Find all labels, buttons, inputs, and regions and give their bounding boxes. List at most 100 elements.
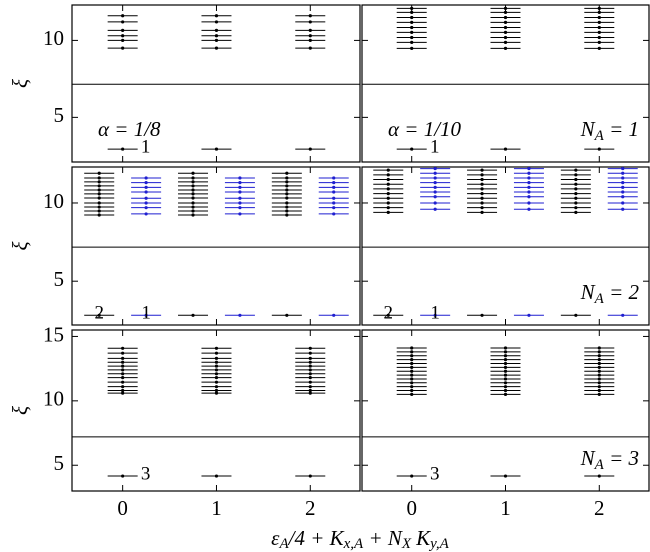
degeneracy-label: 1	[430, 136, 440, 157]
x-axis-label: εA/4 + Kx,A + NX Ky,A	[271, 526, 450, 552]
level-dot	[503, 381, 508, 385]
level-dot	[121, 360, 125, 364]
level-dot	[527, 201, 531, 205]
y-axis-label: ξ	[8, 406, 32, 415]
level-dot	[480, 182, 484, 186]
x-tick-label: 0	[406, 496, 417, 520]
level-dot	[386, 187, 390, 191]
level-dot	[238, 196, 242, 200]
level-dot	[386, 191, 390, 196]
level-dot	[121, 385, 125, 389]
level-dot	[527, 185, 531, 189]
level-dot	[410, 354, 414, 358]
degeneracy-label: 1	[141, 303, 151, 324]
level-dot	[597, 6, 601, 10]
level-dot	[308, 364, 312, 368]
level-dot	[410, 25, 414, 30]
level-dot	[386, 177, 390, 182]
level-dot	[308, 20, 312, 24]
level-dot	[386, 173, 390, 177]
level-dot	[308, 368, 312, 372]
level-dot	[214, 388, 219, 393]
level-dot	[527, 313, 531, 317]
level-dot	[503, 40, 508, 45]
y-axis-label: ξ	[8, 79, 32, 88]
level-dot	[386, 201, 390, 205]
level-dot	[597, 388, 601, 393]
level-dot	[308, 474, 312, 478]
level-dot	[410, 30, 414, 34]
level-dot	[308, 46, 312, 50]
level-dot	[97, 196, 101, 200]
level-dot	[410, 377, 414, 381]
level-dot	[332, 190, 336, 194]
level-dot	[410, 46, 414, 51]
level-dot	[527, 171, 531, 175]
level-dot	[332, 185, 336, 189]
level-dot	[433, 176, 437, 180]
na-label: NA = 2	[580, 280, 640, 308]
level-dot	[285, 188, 289, 192]
level-dot	[121, 368, 125, 372]
level-dot	[503, 15, 508, 20]
level-dot	[285, 176, 289, 180]
level-dot	[144, 206, 148, 210]
level-dot	[621, 190, 625, 194]
level-dot	[285, 184, 289, 188]
na-base: N	[580, 446, 596, 470]
level-dot	[503, 369, 508, 373]
level-dot	[410, 388, 414, 393]
level-dot	[480, 177, 484, 182]
level-dot	[214, 364, 219, 368]
level-dot	[144, 181, 148, 185]
level-dot	[121, 364, 125, 368]
level-dot	[527, 195, 531, 199]
level-dot	[597, 25, 601, 30]
level-dot	[214, 391, 219, 395]
level-dot	[574, 196, 578, 200]
level-dot	[433, 190, 437, 194]
level-dot	[332, 176, 336, 180]
level-dot	[144, 313, 148, 317]
level-dot	[308, 28, 312, 32]
level-dot	[214, 351, 219, 355]
level-dot	[121, 34, 125, 38]
level-dot	[410, 385, 414, 389]
level-dot	[597, 361, 601, 366]
level-dot	[621, 176, 625, 180]
level-dot	[480, 187, 484, 191]
level-dot	[597, 346, 601, 350]
y-axis-label: ξ	[8, 242, 32, 251]
level-dot	[308, 147, 312, 151]
level-dot	[574, 177, 578, 182]
level-dot	[214, 28, 219, 32]
level-dot	[332, 212, 336, 216]
level-dot	[574, 191, 578, 196]
level-dot	[332, 201, 336, 205]
level-dot	[480, 196, 484, 200]
na-rest: = 1	[604, 117, 639, 141]
x-label-sub: A	[278, 536, 289, 552]
level-dot	[214, 360, 219, 364]
level-dot	[503, 354, 508, 358]
degeneracy-label: 2	[94, 303, 104, 324]
level-dot	[480, 201, 484, 205]
level-dot	[503, 373, 508, 377]
level-dot	[214, 474, 219, 478]
level-dot	[191, 176, 195, 180]
level-dot	[191, 196, 195, 200]
level-dot	[144, 201, 148, 205]
level-dot	[121, 474, 125, 478]
level-dot	[503, 385, 508, 389]
level-dot	[332, 313, 336, 317]
level-dot	[332, 196, 336, 200]
level-dot	[308, 356, 312, 360]
level-dot	[191, 180, 195, 184]
level-dot	[144, 176, 148, 180]
level-dot	[574, 206, 578, 210]
y-tick-label: 10	[43, 387, 64, 411]
level-dot	[574, 313, 578, 317]
x-tick-label: 1	[500, 496, 511, 520]
level-dot	[621, 166, 625, 171]
level-dot	[308, 34, 312, 38]
